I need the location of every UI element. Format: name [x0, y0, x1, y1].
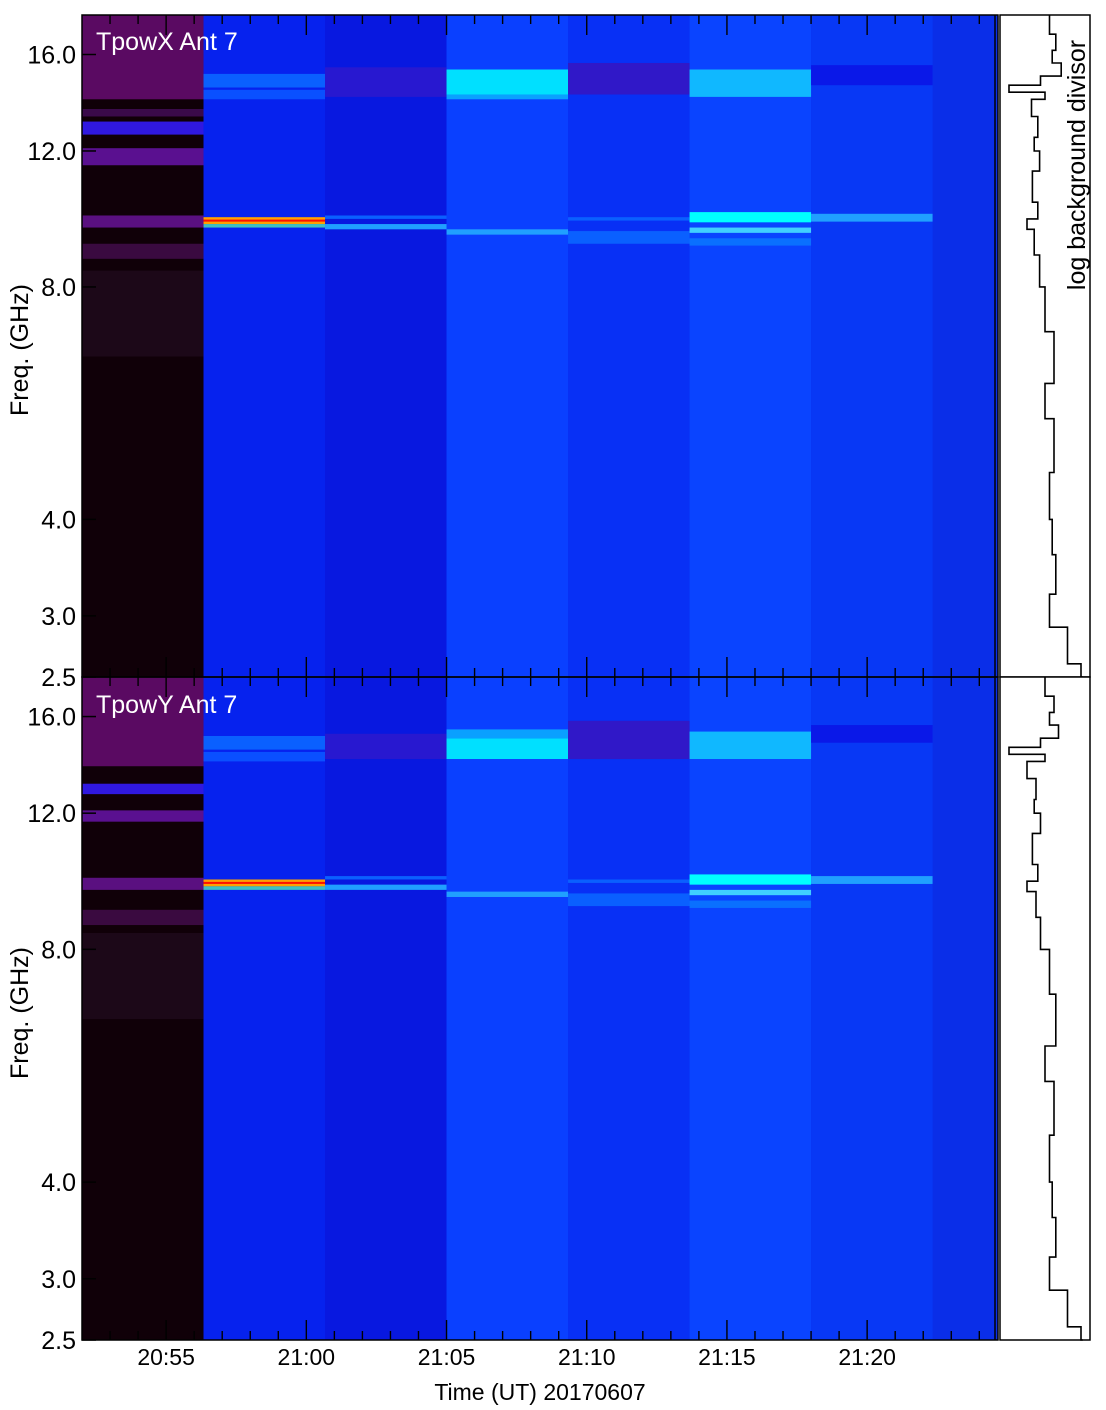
heatmap-segment: [689, 15, 812, 677]
heatmap-band: [446, 738, 569, 760]
heatmap-band: [446, 229, 569, 235]
heatmap-band: [203, 73, 326, 88]
y-axis-label-bottom: Freq. (GHz): [6, 947, 34, 1079]
heatmap-segment: [446, 15, 569, 677]
heatmap-segment: [203, 15, 326, 677]
heatmap-band: [811, 876, 933, 884]
heatmap-band: [82, 877, 204, 890]
profile-label: log background divisor: [1063, 40, 1091, 290]
heatmap-band: [568, 231, 690, 244]
y-axis-label-top: Freq. (GHz): [6, 284, 34, 416]
heatmap-band: [568, 720, 690, 760]
axes-layer: 2.5 3.0 4.0 8.0 12.0 16.0 2.5 3.0 4.0 8.0 12.0 16.0…: [27, 14, 1091, 1370]
heatmap-band: [811, 213, 933, 222]
heatmap-band: [203, 736, 326, 750]
heatmap-segment: [325, 677, 447, 1340]
text-layer: TpowX Ant 7 TpowY Ant 7 Freq. (GHz) Freq…: [6, 28, 1091, 1405]
heatmap-band: [203, 224, 326, 228]
heatmap-band: [203, 751, 326, 762]
panel-title-bottom: TpowY Ant 7: [96, 691, 237, 719]
y-tick-label: 8.0: [41, 936, 76, 964]
heatmap-band: [82, 909, 204, 926]
panel-title-top: TpowX Ant 7: [96, 28, 238, 56]
heatmap-band: [689, 731, 812, 760]
heatmap-band: [203, 886, 326, 890]
heatmap-band: [82, 810, 204, 822]
heatmap-band: [568, 893, 690, 907]
plot-frame: [81, 676, 999, 1341]
y-tick-label: 12.0: [27, 800, 76, 828]
heatmap-band: [689, 212, 812, 223]
heatmap-band: [82, 783, 204, 795]
y-tick-label: 3.0: [41, 1266, 76, 1294]
profile-frame: [999, 676, 1091, 1341]
x-tick-label: 21:05: [418, 1344, 476, 1370]
heatmap-layer: [82, 15, 998, 1340]
heatmap-band: [325, 876, 447, 880]
heatmap-segment: [689, 677, 812, 1340]
heatmap-segment: [811, 15, 933, 677]
y-tick-label: 12.0: [27, 138, 76, 166]
heatmap-band: [446, 69, 569, 95]
heatmap-band: [203, 89, 326, 100]
heatmap-segment: [568, 677, 690, 1340]
heatmap-segment: [203, 677, 326, 1340]
heatmap-band: [446, 94, 569, 100]
profile-frame: [999, 14, 1091, 678]
profile-line: [1008, 677, 1083, 1341]
heatmap-band: [689, 238, 812, 246]
y-tick-label: 8.0: [41, 274, 76, 302]
heatmap-band: [325, 215, 447, 219]
heatmap-band: [568, 62, 690, 95]
heatmap-band: [568, 879, 690, 883]
heatmap-band: [82, 677, 204, 767]
profile-line: [1008, 15, 1083, 678]
heatmap-band: [82, 270, 204, 357]
heatmap-band: [82, 148, 204, 166]
y-tick-label: 2.5: [41, 664, 76, 692]
heatmap-band: [325, 733, 447, 760]
heatmap-band: [82, 121, 204, 135]
heatmap-band: [82, 243, 204, 259]
y-tick-label: 16.0: [27, 704, 76, 732]
heatmap-band: [203, 219, 326, 222]
heatmap-band: [82, 15, 204, 100]
heatmap-band: [82, 932, 204, 1020]
heatmap-band: [82, 215, 204, 228]
heatmap-band: [689, 889, 812, 896]
x-tick-label: 21:00: [278, 1344, 336, 1370]
x-tick-label: 21:15: [698, 1344, 756, 1370]
heatmap-band: [689, 874, 812, 885]
heatmap-band: [82, 108, 204, 117]
heatmap-band: [325, 224, 447, 230]
heatmap-band: [689, 69, 812, 97]
y-tick-label: 16.0: [27, 41, 76, 69]
heatmap-band: [325, 67, 447, 97]
heatmap-segment: [811, 677, 933, 1340]
x-axis-label: Time (UT) 20170607: [434, 1379, 645, 1405]
heatmap-band: [811, 65, 933, 86]
heatmap-band: [325, 884, 447, 890]
heatmap-band: [689, 227, 812, 233]
y-tick-label: 3.0: [41, 603, 76, 631]
heatmap-band: [811, 725, 933, 743]
heatmap-segment: [568, 15, 690, 677]
y-tick-label: 4.0: [41, 1169, 76, 1197]
heatmap-segment: [446, 677, 569, 1340]
x-tick-label: 21:10: [558, 1344, 616, 1370]
heatmap-band: [446, 891, 569, 897]
y-tick-label: 2.5: [41, 1327, 76, 1355]
x-tick-label: 20:55: [137, 1344, 195, 1370]
heatmap-band: [203, 881, 326, 884]
heatmap-segment: [325, 15, 447, 677]
heatmap-band: [568, 217, 690, 221]
x-tick-label: 21:20: [838, 1344, 896, 1370]
y-tick-label: 4.0: [41, 506, 76, 534]
heatmap-band: [446, 729, 569, 739]
heatmap-band: [689, 900, 812, 908]
